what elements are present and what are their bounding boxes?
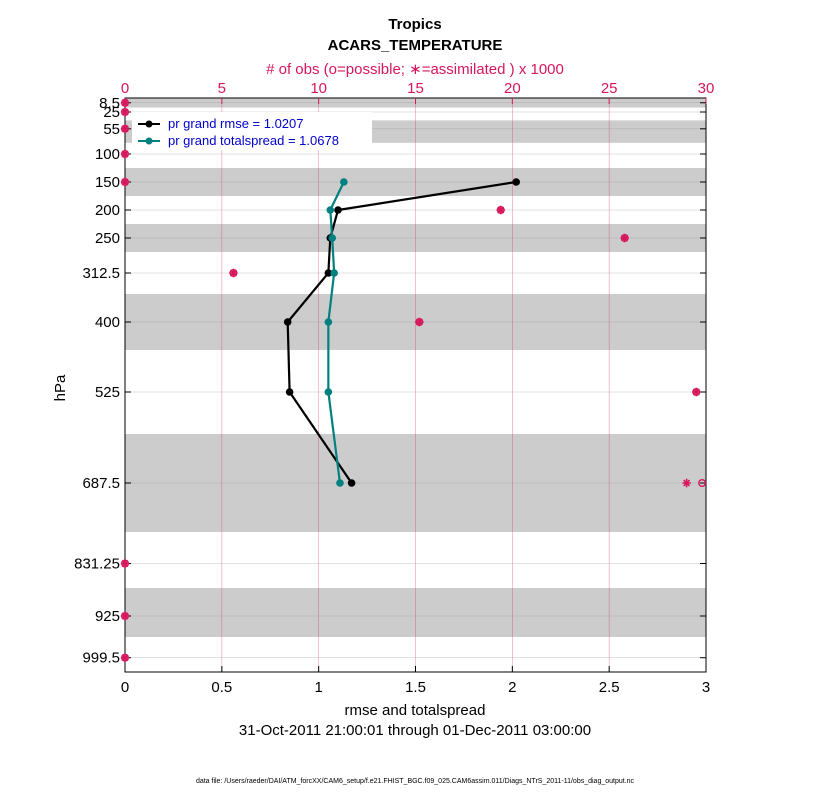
- series-point: [340, 178, 348, 186]
- y-tick-label: 831.25: [74, 556, 120, 573]
- x-tick-label: 1.5: [405, 679, 426, 696]
- obs-markers: [120, 98, 707, 662]
- y-tick-label: 525: [95, 384, 120, 401]
- shaded-band: [125, 588, 706, 637]
- legend-marker-totalspread: [145, 137, 153, 145]
- obs-assimilated-marker: [120, 611, 130, 621]
- legend: pr grand rmse = 1.0207 pr grand totalspr…: [132, 112, 372, 150]
- series-point: [512, 178, 521, 186]
- top-tick-label: 15: [407, 80, 424, 97]
- top-axis-label: # of obs (o=possible; ∗=assimilated ) x …: [266, 61, 564, 78]
- series-point: [326, 206, 335, 214]
- obs-assimilated-marker: [120, 559, 130, 568]
- series-point: [328, 234, 337, 242]
- series-point: [330, 269, 338, 277]
- y-tick-label: 55: [103, 121, 120, 138]
- y-tick-label: 999.5: [82, 650, 120, 667]
- x-tick-label: 2: [508, 679, 516, 696]
- series-point: [285, 388, 294, 396]
- legend-box: [132, 112, 372, 150]
- y-tick-label: 312.5: [82, 265, 120, 282]
- y-tick-label: 100: [95, 146, 120, 163]
- y-tick-label: 250: [95, 230, 120, 247]
- obs-assimilated-marker: [120, 98, 130, 107]
- y-tick-label: 925: [95, 608, 120, 625]
- axis-ticks: 0 0.5 1 1.5 2 2.5 30 5 10 15 20 25 308.5255510015020…: [74, 80, 714, 696]
- legend-label-totalspread: pr grand totalspread = 1.0678: [168, 133, 339, 148]
- obs-assimilated-marker: [120, 653, 130, 662]
- top-tick-label: 5: [218, 80, 226, 97]
- top-tick-label: 0: [121, 80, 129, 97]
- date-range: 31-Oct-2011 21:00:01 through 01-Dec-2011…: [239, 722, 591, 739]
- x-tick-label: 2.5: [599, 679, 620, 696]
- series-point: [324, 388, 333, 396]
- series-point: [336, 479, 344, 487]
- obs-assimilated-marker: [120, 124, 130, 133]
- series-group: [283, 178, 521, 487]
- y-tick-label: 25: [103, 104, 120, 121]
- series-point: [324, 318, 333, 326]
- obs-assimilated-marker: [620, 233, 629, 243]
- footer-datafile: data file: /Users/raeder/DAI/ATM_forcXX/…: [196, 778, 635, 785]
- chart-subtitle: ACARS_TEMPERATURE: [328, 37, 503, 54]
- top-tick-label: 10: [310, 80, 327, 97]
- obs-assimilated-marker: [120, 107, 130, 117]
- top-tick-label: 20: [504, 80, 521, 97]
- x-tick-label: 0.5: [211, 679, 232, 696]
- obs-assimilated-marker: [120, 177, 130, 187]
- top-tick-label: 30: [698, 80, 715, 97]
- y-tick-label: 200: [95, 202, 120, 219]
- x-tick-label: 1: [314, 679, 322, 696]
- obs-possible-marker: [698, 479, 707, 488]
- series-point: [324, 269, 333, 277]
- obs-assimilated-marker: [682, 478, 691, 488]
- legend-marker-rmse: [145, 120, 153, 128]
- series-point: [334, 206, 342, 214]
- y-axis-label: hPa: [52, 374, 69, 401]
- x-tick-label: 0: [121, 679, 129, 696]
- x-axis-label: rmse and totalspread: [345, 702, 486, 719]
- x-tick-label: 3: [702, 679, 710, 696]
- series-point: [347, 479, 356, 487]
- top-tick-label: 25: [601, 80, 618, 97]
- obs-assimilated-marker: [496, 205, 505, 215]
- obs-assimilated-marker: [692, 387, 701, 397]
- y-tick-label: 150: [95, 174, 120, 191]
- chart-title: Tropics: [388, 16, 441, 33]
- obs-assimilated-marker: [229, 268, 238, 278]
- obs-assimilated-marker: [415, 317, 424, 327]
- obs-assimilated-marker: [120, 149, 130, 159]
- legend-label-rmse: pr grand rmse = 1.0207: [168, 116, 304, 131]
- y-tick-label: 8.5: [99, 95, 120, 112]
- y-tick-label: 687.5: [82, 475, 120, 492]
- y-tick-label: 400: [95, 314, 120, 331]
- series-point: [283, 318, 292, 326]
